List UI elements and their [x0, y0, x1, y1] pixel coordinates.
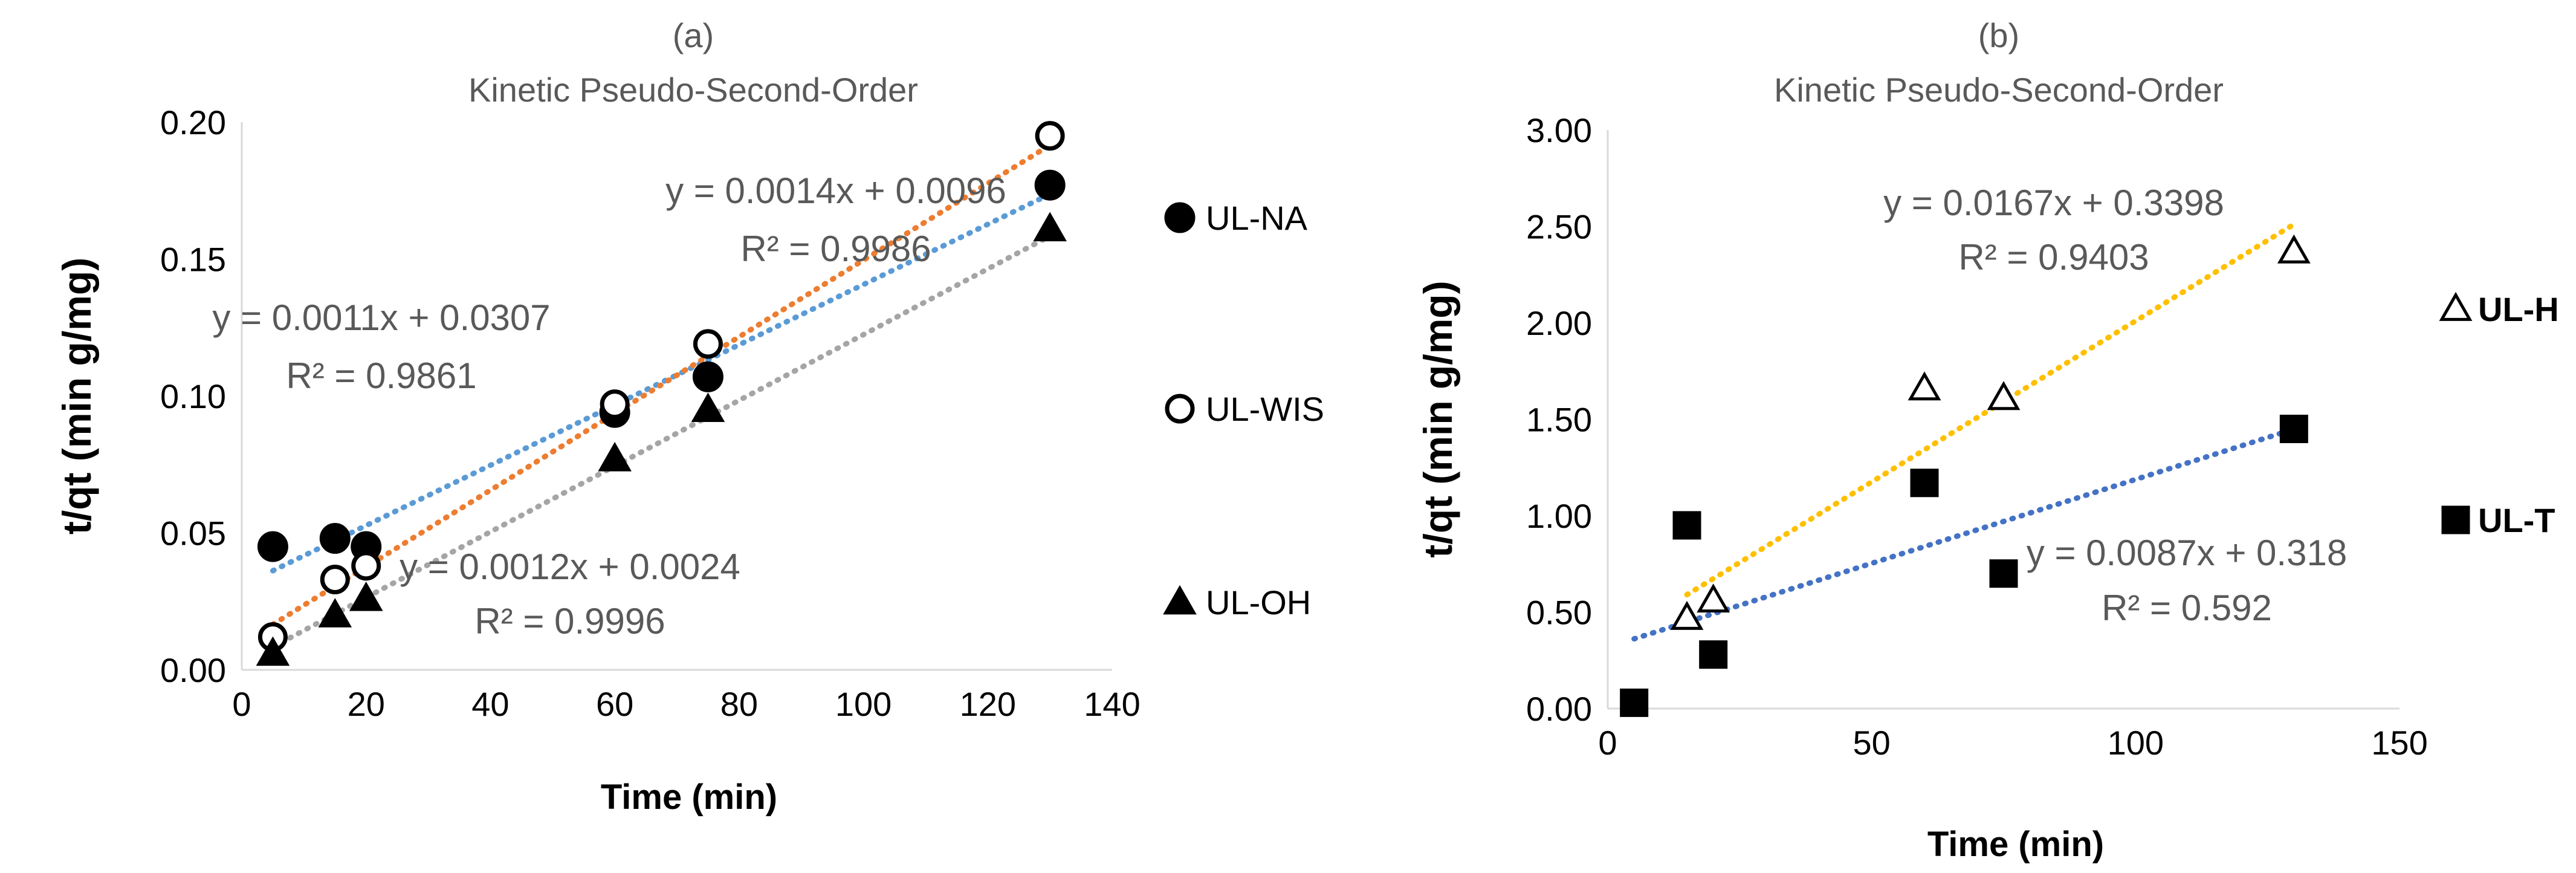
data-point	[1989, 559, 2018, 588]
trendline-equation: y = 0.0014x + 0.0096	[665, 170, 1006, 211]
y-tick-label: 2.50	[1526, 208, 1592, 246]
trendline-r2: R² = 0.9996	[474, 601, 665, 641]
chart-panel-b: (b) Kinetic Pseudo-Second-Order 0.00 0.50 1.…	[1416, 16, 2559, 864]
chart-title: Kinetic Pseudo-Second-Order	[468, 71, 918, 109]
y-tick-label: 0.20	[160, 103, 226, 141]
data-point	[2279, 414, 2308, 443]
legend-label: UL-WIS	[1206, 390, 1324, 428]
x-tick-label: 80	[720, 685, 758, 723]
y-tick-label: 1.50	[1526, 401, 1592, 439]
legend-marker	[2439, 291, 2473, 321]
legend-label: UL-H	[2478, 290, 2559, 328]
y-tick-label: 0.15	[160, 241, 226, 279]
x-tick-label: 0	[232, 685, 251, 723]
x-tick-label: 20	[348, 685, 385, 723]
trendline-r2: R² = 0.9403	[1958, 237, 2149, 277]
data-point	[598, 441, 632, 472]
x-tick-label: 140	[1084, 685, 1140, 723]
legend-item-ul-wis: UL-WIS	[1165, 390, 1324, 428]
x-tick-label: 100	[835, 685, 892, 723]
series-ul-t	[1620, 414, 2308, 717]
legend-item-ul-t: UL-T	[2441, 501, 2555, 539]
data-point	[693, 329, 723, 359]
chart-title: Kinetic Pseudo-Second-Order	[1774, 71, 2224, 109]
legend-item-ul-na: UL-NA	[1164, 199, 1308, 237]
y-tick-label: 3.00	[1526, 111, 1592, 149]
legend-marker	[2441, 505, 2470, 534]
trendline-equation: y = 0.0087x + 0.318	[2027, 533, 2347, 573]
trendline-r2: R² = 0.592	[2102, 588, 2272, 628]
data-point	[318, 598, 352, 628]
x-tick-label: 150	[2371, 724, 2427, 762]
data-point	[256, 636, 290, 666]
data-point	[1033, 212, 1067, 242]
trendline-equation: y = 0.0167x + 0.3398	[1883, 183, 2224, 223]
x-axis-label: Time (min)	[1927, 825, 2104, 864]
legend-marker	[1164, 202, 1196, 233]
data-point	[600, 389, 630, 420]
data-point	[692, 361, 723, 392]
y-tick-label: 2.00	[1526, 304, 1592, 342]
x-tick-label: 60	[596, 685, 633, 723]
data-point	[1699, 640, 1728, 669]
y-axis-label: t/qt (min g/mg)	[54, 258, 99, 534]
trendline-r2: R² = 0.9861	[286, 355, 476, 396]
trendline-ul-t	[1631, 426, 2297, 642]
x-axis-label: Time (min)	[601, 777, 777, 817]
panel-label: (b)	[1978, 16, 2019, 54]
legend-label: UL-NA	[1206, 199, 1308, 237]
data-point	[257, 531, 288, 562]
y-tick-label: 1.00	[1526, 497, 1592, 535]
trendline-ul-na	[270, 191, 1053, 574]
data-point	[1910, 469, 1939, 498]
trendline-ul-oh	[270, 233, 1053, 650]
panel-label: (a)	[673, 16, 714, 54]
y-tick-label: 0.00	[1526, 690, 1592, 728]
data-point	[1697, 583, 1730, 613]
data-point	[351, 551, 381, 581]
data-point	[1035, 121, 1065, 151]
y-tick-label: 0.10	[160, 377, 226, 415]
chart-panel-a: (a) Kinetic Pseudo-Second-Order 0.00 0.05 0.…	[54, 16, 1324, 817]
data-point	[1034, 169, 1066, 201]
y-tick-label: 0.05	[160, 514, 226, 553]
trendline-equation: y = 0.0011x + 0.0307	[212, 297, 550, 338]
data-point	[349, 581, 383, 611]
data-point	[1620, 688, 1649, 717]
legend-label: UL-OH	[1206, 583, 1311, 621]
trendline-r2: R² = 0.9986	[740, 229, 931, 269]
data-point	[1672, 511, 1701, 540]
x-tick-label: 100	[2108, 724, 2164, 762]
series-ul-oh	[256, 212, 1067, 666]
trendline-equation: y = 0.0012x + 0.0024	[400, 547, 740, 587]
legend-marker	[1163, 585, 1197, 615]
y-tick-label: 0.50	[1526, 594, 1592, 632]
x-tick-label: 120	[960, 685, 1016, 723]
x-tick-label: 40	[471, 685, 509, 723]
data-point	[691, 392, 725, 423]
y-axis-label: t/qt (min g/mg)	[1416, 281, 1460, 557]
x-tick-label: 50	[1853, 724, 1891, 762]
y-tick-label: 0.00	[160, 651, 226, 689]
data-point	[320, 565, 350, 595]
series-ul-h	[1670, 234, 2311, 630]
data-point	[1908, 371, 1941, 401]
legend-item-ul-oh: UL-OH	[1163, 583, 1311, 621]
x-tick-label: 0	[1598, 724, 1617, 762]
data-point	[1987, 381, 2021, 411]
data-point	[2277, 234, 2311, 264]
data-point	[319, 523, 351, 554]
legend-marker	[1165, 394, 1195, 424]
trendline-ul-wis	[270, 142, 1053, 628]
legend-label: UL-T	[2478, 501, 2555, 539]
data-point	[1670, 600, 1704, 630]
legend-item-ul-h: UL-H	[2439, 290, 2559, 328]
